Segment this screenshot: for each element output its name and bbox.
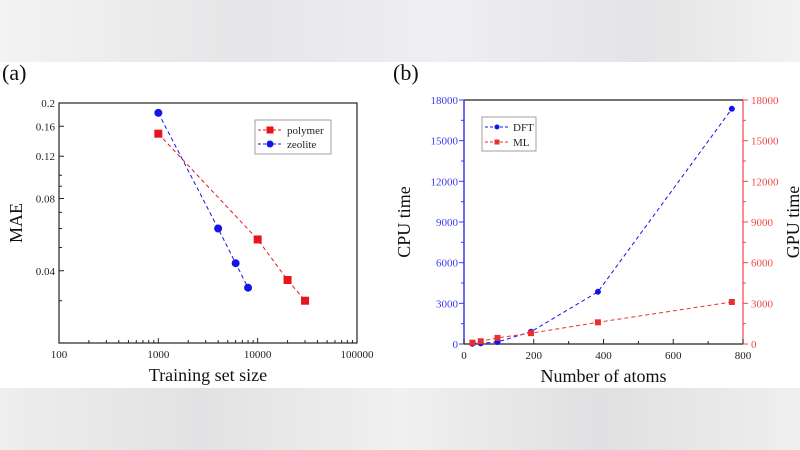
legend-a <box>254 119 332 155</box>
x-tick-label: 0 <box>461 350 467 362</box>
background-band-bottom <box>0 388 800 450</box>
data-point-ML <box>469 339 476 346</box>
x-tick-label: 800 <box>735 350 752 362</box>
legend-b <box>481 116 537 152</box>
left-y-tick-label: 6000 <box>436 258 459 270</box>
y-tick-label: 0.08 <box>36 194 56 206</box>
x-tick-label: 100 <box>51 349 68 361</box>
left-y-tick-label: 9000 <box>436 217 459 229</box>
y-tick-label: 0.12 <box>36 151 55 163</box>
x-tick-label: 1000 <box>147 349 170 361</box>
panel-label-b: (b) <box>393 60 419 85</box>
legend-marker-ML <box>494 139 500 145</box>
data-point-polymer <box>283 276 292 285</box>
x-axis-label: Training set size <box>149 365 267 385</box>
data-point-zeolite <box>154 108 163 117</box>
right-y-tick-label: 9000 <box>751 217 774 229</box>
series-line-ML <box>472 301 732 344</box>
y-tick-label: 0.04 <box>36 266 56 278</box>
background-band-top <box>0 0 800 62</box>
right-y-tick-label: 0 <box>751 339 757 351</box>
legend-label-DFT: DFT <box>513 122 534 134</box>
data-point-zeolite <box>214 224 223 233</box>
plot-frame-a <box>58 102 358 344</box>
data-point-ML <box>728 298 735 305</box>
right-y-tick-label: 3000 <box>751 298 774 310</box>
legend-marker-polymer <box>266 126 274 134</box>
left-y-tick-label: 12000 <box>431 176 459 188</box>
x-axis-label: Number of atoms <box>541 366 667 386</box>
right-y-tick-label: 6000 <box>751 258 774 270</box>
series-line-polymer <box>157 133 306 302</box>
data-point-polymer <box>154 129 163 138</box>
data-point-zeolite <box>244 283 253 292</box>
series-line-DFT <box>472 108 733 345</box>
panel-label-a: (a) <box>2 60 26 85</box>
legend-marker-DFT <box>494 124 500 130</box>
data-point-ML <box>477 338 484 345</box>
x-tick-label: 100000 <box>341 349 375 361</box>
left-y-tick-label: 3000 <box>436 298 459 310</box>
x-tick-label: 600 <box>665 350 682 362</box>
right-y-tick-label: 12000 <box>751 176 779 188</box>
left-y-tick-label: 0 <box>453 339 459 351</box>
y-axis-label: MAE <box>6 203 26 243</box>
data-point-polymer <box>253 235 262 244</box>
right-y-tick-label: 18000 <box>751 95 779 107</box>
legend-label-polymer: polymer <box>287 125 324 137</box>
data-point-ML <box>494 334 501 341</box>
y-tick-label: 0.16 <box>36 121 56 133</box>
data-point-polymer <box>301 296 310 305</box>
data-point-DFT <box>594 288 601 295</box>
data-point-zeolite <box>231 259 240 268</box>
data-point-ML <box>594 319 601 326</box>
series-line-zeolite <box>157 112 249 288</box>
legend-label-ML: ML <box>513 137 530 149</box>
data-point-ML <box>527 330 534 337</box>
x-tick-label: 200 <box>526 350 543 362</box>
left-y-tick-label: 18000 <box>431 95 459 107</box>
left-y-axis-label: CPU time <box>394 186 414 258</box>
left-y-tick-label: 15000 <box>431 136 459 148</box>
x-tick-label: 10000 <box>244 349 272 361</box>
right-y-axis-label: GPU time <box>783 186 800 259</box>
right-y-tick-label: 15000 <box>751 136 779 148</box>
legend-marker-zeolite <box>266 140 274 148</box>
data-point-DFT <box>728 105 735 112</box>
x-tick-label: 400 <box>595 350 612 362</box>
legend-label-zeolite: zeolite <box>287 139 316 151</box>
y-tick-label: 0.2 <box>41 98 55 110</box>
